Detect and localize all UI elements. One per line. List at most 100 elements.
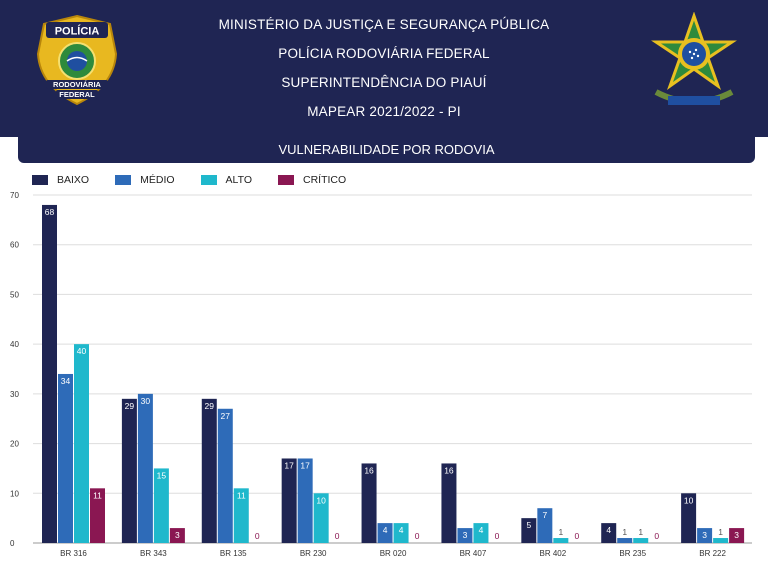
y-tick-label: 30 xyxy=(10,390,19,399)
data-label: 3 xyxy=(175,530,180,540)
data-label: 3 xyxy=(734,530,739,540)
data-label: 1 xyxy=(622,527,627,537)
x-tick-label: BR 230 xyxy=(300,549,327,558)
bar-alto xyxy=(313,493,329,543)
data-label: 1 xyxy=(718,527,723,537)
bar-medio xyxy=(617,538,633,543)
legend-label-alto: ALTO xyxy=(225,174,252,186)
legend-label-baixo: BAIXO xyxy=(57,174,90,186)
bar-alto xyxy=(713,538,729,543)
data-label: 1 xyxy=(558,527,563,537)
bar-critico xyxy=(729,528,745,543)
badge-text-bottom: FEDERAL xyxy=(59,90,95,99)
data-label: 4 xyxy=(399,525,404,535)
chart-legend: BAIXO MÉDIO ALTO CRÍTICO xyxy=(32,174,372,186)
x-tick-label: BR 343 xyxy=(140,549,167,558)
data-label: 0 xyxy=(574,531,579,541)
header-banner: POLÍCIA RODOVIÁRIA FEDERAL MINISTÉRIO DA… xyxy=(0,0,768,137)
y-tick-label: 20 xyxy=(10,440,19,449)
legend-item-medio: MÉDIO xyxy=(115,174,175,186)
bar-baixo xyxy=(521,518,537,543)
legend-label-medio: MÉDIO xyxy=(140,174,175,186)
data-label: 0 xyxy=(415,531,420,541)
bar-medio xyxy=(697,528,713,543)
bar-baixo xyxy=(121,398,137,543)
bar-medio xyxy=(297,458,313,543)
bar-baixo xyxy=(201,398,217,543)
badge-text-middle: RODOVIÁRIA xyxy=(53,80,102,89)
x-tick-label: BR 402 xyxy=(539,549,566,558)
x-tick-label: BR 316 xyxy=(60,549,87,558)
data-label: 0 xyxy=(654,531,659,541)
bar-baixo xyxy=(601,523,617,543)
x-tick-label: BR 222 xyxy=(699,549,726,558)
bar-alto xyxy=(393,523,409,543)
data-label: 10 xyxy=(316,495,326,505)
chart-title-bar: VULNERABILIDADE POR RODOVIA xyxy=(18,137,755,163)
bar-baixo xyxy=(441,463,457,543)
data-label: 3 xyxy=(463,530,468,540)
data-label: 10 xyxy=(684,495,694,505)
header-superintendence: SUPERINTENDÊNCIA DO PIAUÍ xyxy=(281,75,487,90)
legend-swatch-critico xyxy=(278,175,294,185)
data-label: 0 xyxy=(335,531,340,541)
data-label: 29 xyxy=(205,401,215,411)
data-label: 16 xyxy=(444,465,454,475)
data-label: 15 xyxy=(157,470,167,480)
bar-alto xyxy=(473,523,489,543)
x-tick-label: BR 020 xyxy=(380,549,407,558)
data-label: 17 xyxy=(284,460,294,470)
y-tick-label: 40 xyxy=(10,340,19,349)
data-label: 30 xyxy=(141,396,151,406)
bar-medio xyxy=(377,523,393,543)
bar-critico xyxy=(90,488,105,543)
x-tick-label: BR 407 xyxy=(460,549,487,558)
data-label: 11 xyxy=(93,490,102,500)
data-label: 1 xyxy=(638,527,643,537)
data-label: 3 xyxy=(702,530,707,540)
bar-medio xyxy=(137,393,153,543)
data-label: 29 xyxy=(125,401,135,411)
header-agency: POLÍCIA RODOVIÁRIA FEDERAL xyxy=(278,46,490,61)
header-titles: MINISTÉRIO DA JUSTIÇA E SEGURANÇA PÚBLIC… xyxy=(150,10,618,126)
bar-alto xyxy=(153,468,169,543)
legend-swatch-baixo xyxy=(32,175,48,185)
data-label: 7 xyxy=(542,510,547,520)
data-label: 16 xyxy=(364,465,374,475)
x-tick-label: BR 235 xyxy=(619,549,646,558)
bar-critico xyxy=(169,528,185,543)
y-tick-label: 0 xyxy=(10,539,15,548)
national-coat-of-arms-icon xyxy=(651,12,737,105)
bar-medio xyxy=(58,373,73,543)
data-label: 11 xyxy=(237,490,246,500)
legend-item-baixo: BAIXO xyxy=(32,174,89,186)
legend-swatch-medio xyxy=(115,175,132,185)
bar-medio xyxy=(457,528,473,543)
data-label: 40 xyxy=(77,346,87,356)
y-tick-label: 60 xyxy=(10,241,19,250)
bar-alto xyxy=(633,538,649,543)
data-label: 0 xyxy=(495,531,500,541)
bar-baixo xyxy=(281,458,297,543)
data-label: 4 xyxy=(479,525,484,535)
bar-baixo xyxy=(42,204,57,543)
data-label: 34 xyxy=(61,376,71,386)
data-label: 5 xyxy=(526,520,531,530)
legend-item-critico: CRÍTICO xyxy=(278,174,346,186)
y-tick-label: 10 xyxy=(10,489,19,498)
bar-medio xyxy=(537,508,553,543)
legend-item-alto: ALTO xyxy=(200,174,252,186)
bar-alto xyxy=(553,538,569,543)
bar-alto xyxy=(233,488,249,543)
data-label: 4 xyxy=(606,525,611,535)
data-label: 17 xyxy=(300,460,310,470)
y-tick-label: 50 xyxy=(10,290,19,299)
x-tick-label: BR 135 xyxy=(220,549,247,558)
header-program: MAPEAR 2021/2022 - PI xyxy=(307,104,461,119)
data-label: 4 xyxy=(383,525,388,535)
bar-baixo xyxy=(681,493,697,543)
data-label: 0 xyxy=(255,531,260,541)
legend-label-critico: CRÍTICO xyxy=(303,174,347,186)
y-tick-label: 70 xyxy=(10,191,19,200)
